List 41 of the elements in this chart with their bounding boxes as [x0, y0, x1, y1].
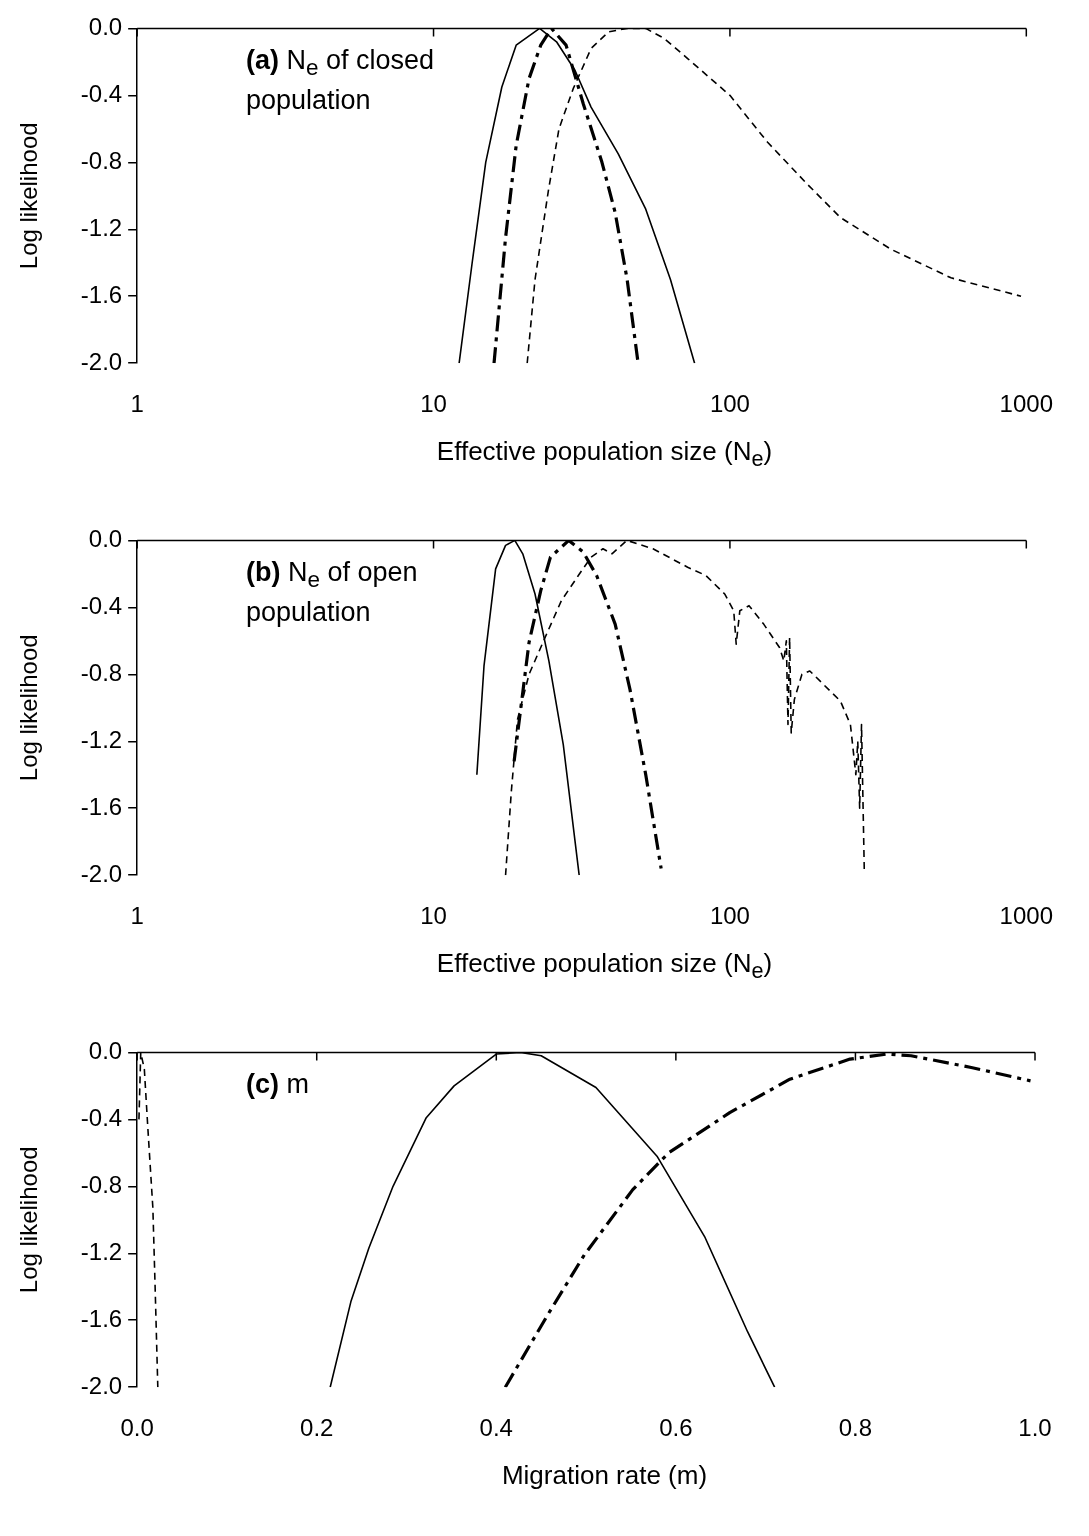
y-tick-label: -1.2	[80, 1237, 123, 1265]
x-tick-label: 0.8	[838, 1414, 873, 1442]
x-tick-label: 1	[130, 902, 144, 930]
y-tick-label: -0.4	[80, 591, 123, 619]
x-tick-label: 10	[420, 390, 447, 418]
y-tick-label: -0.4	[80, 1103, 123, 1131]
y-tick-label: 0.0	[88, 13, 123, 41]
y-axis-title: Log likelihood	[15, 1146, 43, 1294]
y-tick-label: -2.0	[80, 1371, 123, 1399]
x-tick-label: 0.0	[120, 1414, 154, 1442]
annotation: (b) N$_{e}$ of open population	[246, 557, 418, 628]
y-tick-label: -0.4	[80, 79, 123, 107]
y-tick-label: -2.0	[80, 347, 123, 375]
y-axis-title: Log likelihood	[15, 122, 43, 270]
x-tick-label: 1000	[999, 390, 1053, 418]
x-axis-title: Effective population size (N$_{e}$)	[435, 948, 774, 985]
x-tick-label: 100	[709, 390, 750, 418]
x-axis-title: Effective population size (N$_{e}$)	[435, 436, 774, 473]
y-tick-label: -1.2	[80, 725, 123, 753]
y-tick-label: -1.6	[80, 792, 123, 820]
x-tick-label: 0.2	[300, 1414, 334, 1442]
y-tick-label: -1.2	[80, 213, 123, 241]
x-tick-label: 1	[130, 390, 144, 418]
annotation: (c) m	[246, 1069, 310, 1099]
x-axis-title: Migration rate (m)	[500, 1460, 709, 1491]
x-tick-label: 1.0	[1018, 1414, 1052, 1442]
y-tick-label: 0.0	[88, 1037, 123, 1065]
y-tick-label: -2.0	[80, 859, 123, 887]
y-tick-label: -0.8	[80, 146, 123, 174]
annotation: (a) N$_{e}$ of closed population	[246, 45, 435, 116]
x-tick-label: 0.6	[659, 1414, 693, 1442]
y-tick-label: -0.8	[80, 1170, 123, 1198]
y-tick-label: -0.8	[80, 658, 123, 686]
y-axis-title: Log likelihood	[15, 634, 43, 782]
x-tick-label: 10	[420, 902, 447, 930]
y-tick-label: 0.0	[88, 525, 123, 553]
x-tick-label: 0.4	[479, 1414, 513, 1442]
x-tick-label: 100	[709, 902, 750, 930]
y-tick-label: -1.6	[80, 1304, 123, 1332]
x-tick-label: 1000	[999, 902, 1053, 930]
y-tick-label: -1.6	[80, 280, 123, 308]
